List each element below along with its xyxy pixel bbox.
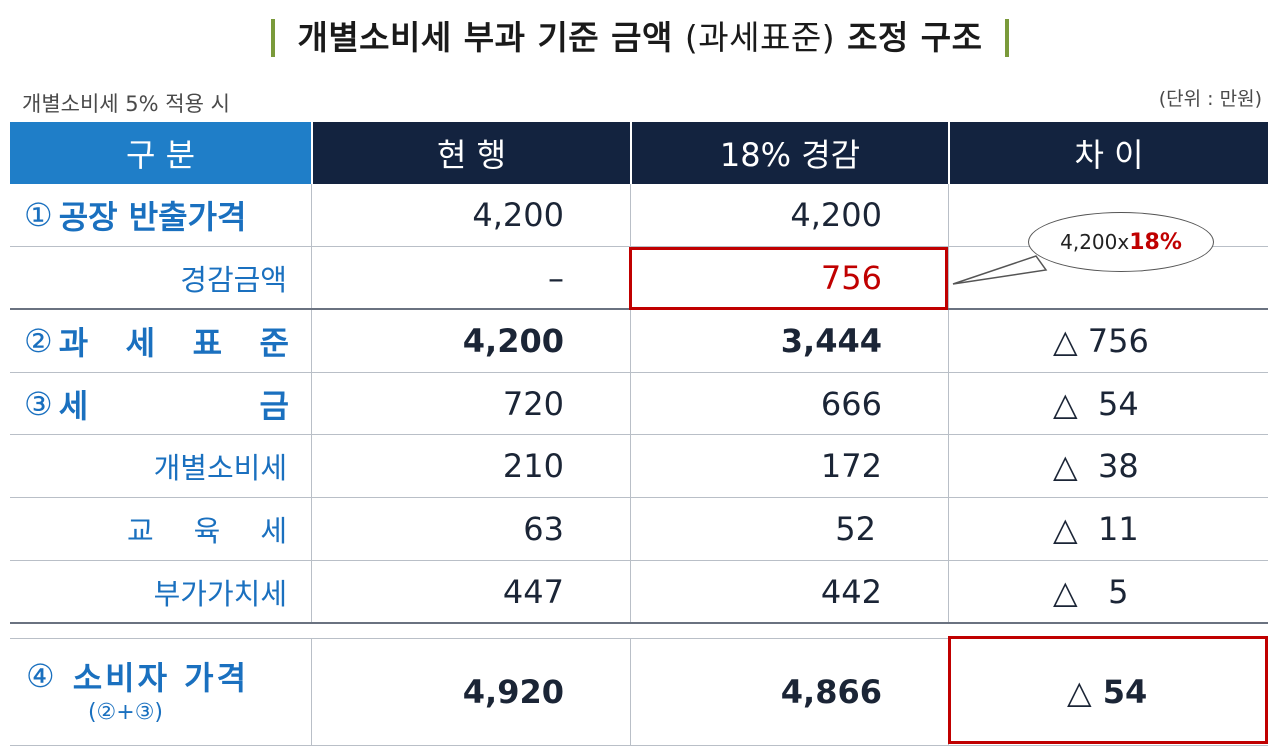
cell-reduced: 3,444	[630, 310, 948, 372]
title-paren: (과세표준)	[684, 18, 836, 57]
header-diff: 차 이	[948, 122, 1268, 184]
table-row-taxbase: ② 과 세 표 준 4,200 3,444 △ 756	[10, 310, 1268, 373]
cell-diff: △ 38	[948, 435, 1268, 497]
row-label-education: 교 육 세	[126, 514, 287, 548]
table-row-consumer: ④ 소비자 가격 4,920 4,866 △ 54	[10, 638, 1268, 746]
row-label-discount: 경감금액	[180, 262, 287, 297]
cell-current: –	[311, 247, 630, 308]
cell-reduced: 442	[630, 561, 948, 622]
title-bar-left	[271, 19, 276, 57]
cell-diff: △ 5	[948, 561, 1268, 622]
circled-number: ①	[24, 196, 53, 234]
cell-current: 447	[311, 561, 630, 622]
cell-diff: △ 54	[948, 373, 1268, 434]
highlight-box-consumer-diff	[948, 636, 1268, 744]
cell-current: 63	[311, 498, 630, 560]
tax-table: 구 분 현 행 18% 경감 차 이 ① 공장 반출가격 4,200 4,200…	[10, 122, 1268, 746]
cell-current: 720	[311, 373, 630, 434]
cell-reduced: 172	[630, 435, 948, 497]
row-label-taxbase: ② 과 세 표 준	[24, 322, 289, 362]
consumer-formula: (②+③)	[87, 700, 164, 725]
cell-reduced: 52	[630, 498, 948, 560]
cell-current: 4,200	[311, 184, 630, 246]
row-label-tax: ③ 세 금	[24, 384, 289, 425]
table-row-education: 교 육 세 63 52 △ 11	[10, 498, 1268, 561]
table-row-factory: ① 공장 반출가격 4,200 4,200	[10, 184, 1268, 247]
row-label-consumer: ④ 소비자 가격	[26, 657, 250, 697]
header-reduced: 18% 경감	[630, 122, 948, 184]
highlight-box-discount	[629, 247, 948, 310]
cell-current: 210	[311, 435, 630, 497]
table-row-tax: ③ 세 금 720 666 △ 54	[10, 373, 1268, 435]
condition-note: 개별소비세 5% 적용 시	[22, 92, 230, 116]
cell-diff	[948, 247, 1268, 308]
callout-bubble: 4,200x 18%	[1028, 212, 1214, 272]
row-label-factory: ① 공장 반출가격	[24, 196, 247, 236]
cell-current: 4,920	[311, 639, 630, 745]
row-label-excise: 개별소비세	[153, 451, 287, 485]
title-bar-right	[1004, 19, 1009, 57]
callout-tail	[952, 255, 1048, 285]
cell-reduced: 4,866	[630, 639, 948, 745]
table-row-excise: 개별소비세 210 172 △ 38	[10, 435, 1268, 498]
cell-diff: △ 11	[948, 498, 1268, 560]
title-suffix: 조정 구조	[847, 18, 983, 57]
header-category: 구 분	[10, 122, 311, 184]
header-current: 현 행	[311, 122, 630, 184]
callout-percent: 18%	[1129, 229, 1182, 255]
cell-current: 4,200	[311, 310, 630, 372]
title-area: 개별소비세 부과 기준 금액 (과세표준) 조정 구조	[0, 10, 1280, 66]
row-label-vat: 부가가치세	[153, 576, 287, 611]
cell-diff: △ 756	[948, 310, 1268, 372]
cell-reduced: 4,200	[630, 184, 948, 246]
table-header: 구 분 현 행 18% 경감 차 이	[10, 122, 1268, 184]
cell-diff	[948, 184, 1268, 246]
title-main: 개별소비세 부과 기준 금액	[297, 18, 673, 57]
unit-note: (단위 : 만원)	[1158, 88, 1262, 110]
cell-reduced: 666	[630, 373, 948, 434]
callout-base: 4,200x	[1060, 230, 1130, 254]
table-row-vat: 부가가치세 447 442 △ 5	[10, 561, 1268, 624]
page-title: 개별소비세 부과 기준 금액 (과세표준) 조정 구조	[271, 10, 1009, 66]
